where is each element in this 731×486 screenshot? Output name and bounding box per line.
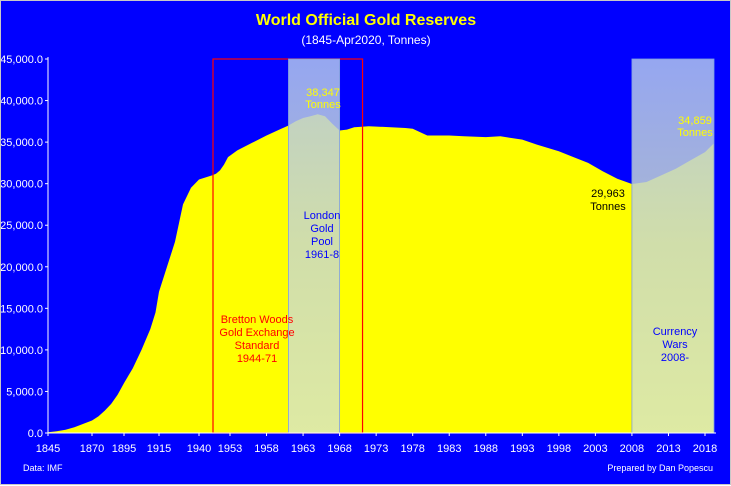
annotation-bretton: Bretton Woods Gold Exchange Standard 1944-7… bbox=[219, 314, 294, 365]
plot-area: 0.0 5,000.0 10,000.0 15,000.0 20,000.0 25,000… bbox=[1, 54, 717, 455]
x-tick-label: 1983 bbox=[437, 443, 461, 455]
data-source: Data: IMF bbox=[23, 463, 63, 473]
x-tick-label: 1963 bbox=[291, 443, 315, 455]
y-tick-label: 35,000.0 bbox=[1, 137, 43, 149]
y-tick-label: 20,000.0 bbox=[1, 262, 43, 274]
credit-text: Prepared by Dan Popescu bbox=[607, 463, 713, 473]
x-tick-label: 1973 bbox=[364, 443, 388, 455]
shaded-region-london bbox=[288, 58, 341, 434]
x-tick-label: 1958 bbox=[254, 443, 278, 455]
x-tick-label: 2008 bbox=[620, 443, 644, 455]
x-tick-label: 1953 bbox=[218, 443, 242, 455]
gold-reserves-area bbox=[48, 114, 714, 434]
x-tick-label: 1940 bbox=[187, 443, 211, 455]
y-tick-label: 15,000.0 bbox=[1, 303, 43, 315]
x-tick-label: 1870 bbox=[80, 443, 104, 455]
annotation-london: London Gold Pool 1961-8 bbox=[304, 210, 341, 261]
annotation-low: 29,963 Tonnes bbox=[590, 188, 626, 213]
x-tick-label: 1993 bbox=[510, 443, 534, 455]
annotation-currency: Currency Wars 2008- bbox=[653, 326, 698, 364]
x-tick-label: 2013 bbox=[656, 443, 680, 455]
y-tick-label: 40,000.0 bbox=[1, 96, 43, 108]
x-tick-label: 1895 bbox=[112, 443, 136, 455]
x-tick-label: 1968 bbox=[327, 443, 351, 455]
x-tick-label: 1915 bbox=[147, 443, 171, 455]
x-tick-label: 1998 bbox=[547, 443, 571, 455]
y-tick-label: 30,000.0 bbox=[1, 179, 43, 191]
x-tick-label: 1988 bbox=[474, 443, 498, 455]
y-tick-label: 45,000.0 bbox=[1, 54, 43, 66]
y-tick-label: 5,000.0 bbox=[6, 386, 43, 398]
y-tick-label: 0.0 bbox=[28, 428, 43, 440]
chart-subtitle: (1845-Apr2020, Tonnes) bbox=[301, 33, 430, 47]
y-tick-label: 25,000.0 bbox=[1, 220, 43, 232]
y-tick-label: 10,000.0 bbox=[1, 345, 43, 357]
x-tick-label: 1978 bbox=[400, 443, 424, 455]
annotation-latest: 34,859 Tonnes bbox=[677, 115, 713, 139]
shaded-region-currency bbox=[631, 58, 715, 434]
x-tick-label: 1845 bbox=[36, 443, 60, 455]
chart-title: World Official Gold Reserves bbox=[256, 12, 476, 29]
annotation-peak: 38,347 Tonnes bbox=[305, 87, 341, 111]
x-tick-label: 2003 bbox=[583, 443, 607, 455]
x-tick-label: 2018 bbox=[693, 443, 717, 455]
